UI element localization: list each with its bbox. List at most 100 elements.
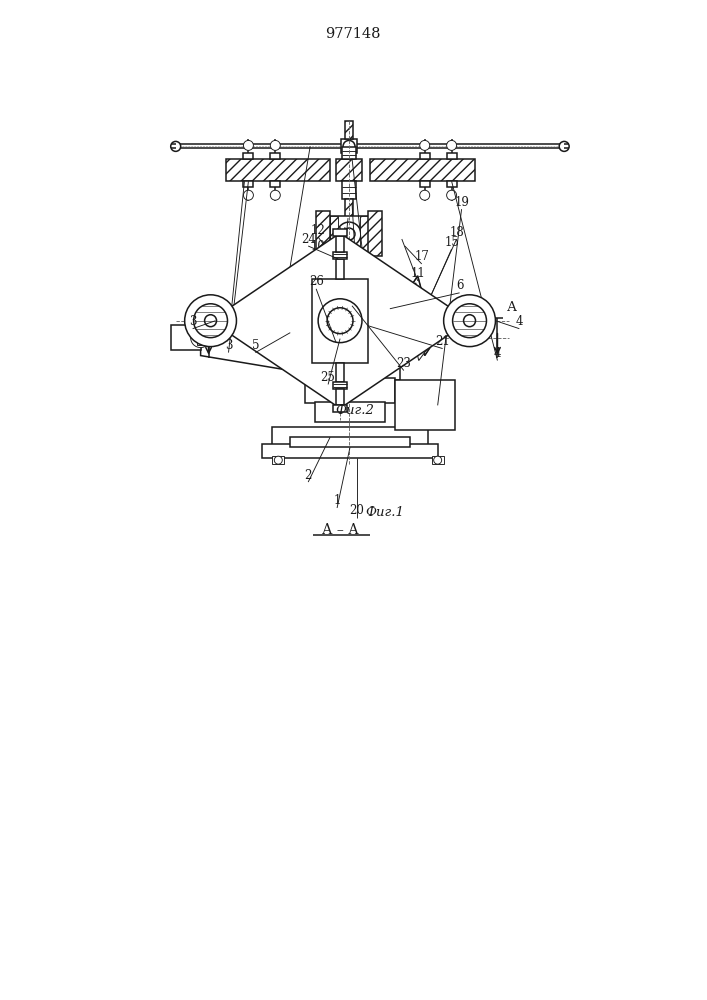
Bar (341, 139, 357, 153)
Text: 3: 3 (189, 315, 197, 328)
Bar (395, 380, 455, 430)
Circle shape (185, 295, 236, 347)
Bar (333, 382, 347, 389)
Circle shape (204, 315, 216, 327)
Bar (300, 291, 400, 380)
Text: 24: 24 (300, 233, 315, 246)
Text: 5: 5 (225, 325, 232, 338)
Circle shape (433, 456, 442, 464)
Circle shape (420, 140, 430, 150)
Circle shape (243, 190, 253, 200)
Bar (333, 252, 347, 259)
Bar (272, 456, 284, 464)
Bar (336, 363, 344, 382)
Text: 21: 21 (436, 335, 450, 348)
Circle shape (420, 190, 430, 200)
Text: 4: 4 (493, 347, 501, 360)
Circle shape (243, 140, 253, 150)
Bar (330, 216, 368, 251)
Text: Фиг.1: Фиг.1 (366, 506, 404, 519)
Bar (197, 331, 204, 345)
Text: 18: 18 (449, 226, 464, 239)
Text: 26: 26 (309, 275, 324, 288)
Text: 19: 19 (454, 196, 469, 209)
Circle shape (341, 330, 357, 346)
Text: А: А (194, 301, 204, 314)
Polygon shape (211, 233, 469, 408)
Circle shape (343, 228, 355, 240)
Bar (243, 153, 253, 159)
Bar (315, 402, 385, 422)
Text: 7: 7 (354, 287, 362, 300)
Circle shape (337, 222, 361, 246)
Bar (305, 378, 395, 403)
Circle shape (452, 304, 486, 338)
Circle shape (270, 140, 280, 150)
Circle shape (327, 308, 353, 334)
Bar (312, 279, 368, 363)
Bar (360, 216, 368, 251)
Polygon shape (408, 276, 435, 356)
Text: 11: 11 (410, 267, 425, 280)
Bar (447, 181, 457, 187)
Circle shape (170, 141, 181, 151)
Bar (272, 427, 428, 445)
Text: А: А (506, 301, 516, 314)
Text: Фиг.2: Фиг.2 (336, 404, 375, 417)
Bar (345, 199, 353, 231)
Text: 2: 2 (305, 469, 312, 482)
Bar (270, 153, 280, 159)
Circle shape (447, 140, 457, 150)
Circle shape (270, 190, 280, 200)
Circle shape (317, 306, 381, 370)
Text: 6: 6 (456, 279, 463, 292)
Bar (342, 181, 356, 199)
Circle shape (464, 315, 476, 327)
Circle shape (559, 141, 569, 151)
Circle shape (343, 140, 355, 152)
Bar (370, 159, 474, 181)
Circle shape (274, 456, 282, 464)
Bar (336, 389, 344, 405)
Text: 4: 4 (515, 315, 523, 328)
Bar (336, 259, 344, 279)
Circle shape (194, 304, 228, 338)
Text: 20: 20 (349, 504, 364, 517)
Text: 5: 5 (252, 339, 259, 352)
Text: 25: 25 (321, 371, 336, 384)
Text: А – А: А – А (322, 523, 358, 537)
Bar (336, 159, 362, 181)
Text: 9: 9 (332, 255, 340, 268)
Circle shape (191, 328, 211, 348)
Bar (344, 153, 354, 159)
Bar (170, 325, 201, 350)
Circle shape (447, 190, 457, 200)
Text: 12: 12 (311, 224, 325, 237)
Bar (432, 456, 444, 464)
Bar (226, 159, 330, 181)
Text: 17: 17 (414, 250, 429, 263)
Bar (291, 437, 410, 447)
Circle shape (327, 316, 371, 360)
Text: 8: 8 (339, 265, 346, 278)
Bar (420, 153, 430, 159)
Bar (330, 216, 338, 251)
Bar (262, 444, 438, 458)
Polygon shape (201, 306, 302, 373)
Bar (345, 251, 353, 291)
Text: 977148: 977148 (325, 27, 381, 41)
Bar (342, 147, 356, 159)
Bar (333, 405, 347, 412)
Text: 15: 15 (444, 236, 459, 249)
Polygon shape (405, 283, 430, 361)
Bar (420, 181, 430, 187)
Circle shape (318, 299, 362, 343)
Bar (270, 181, 280, 187)
Circle shape (347, 336, 351, 340)
Bar (333, 229, 347, 236)
Text: 6: 6 (281, 282, 289, 295)
Text: 22: 22 (361, 287, 375, 300)
Bar (345, 121, 353, 139)
Bar (316, 211, 330, 256)
Bar (243, 181, 253, 187)
